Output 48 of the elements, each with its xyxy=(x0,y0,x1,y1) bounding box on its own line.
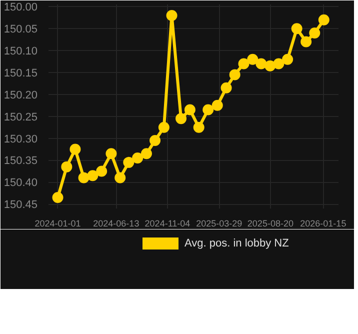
y-tick-label: 150.40 xyxy=(4,177,38,190)
point xyxy=(212,100,223,111)
point xyxy=(166,10,178,21)
y-tick-label: 150.45 xyxy=(4,199,38,212)
point xyxy=(256,58,267,70)
y-tick-label: 150.05 xyxy=(4,24,38,36)
x-tick-label: 2025-08-20 xyxy=(247,218,294,228)
y-tick-label: 150.35 xyxy=(4,155,38,168)
point xyxy=(70,144,81,155)
x-tick-label: 2026-01-15 xyxy=(300,218,346,228)
point xyxy=(264,60,276,72)
point xyxy=(114,172,126,184)
y-tick-label: 150.10 xyxy=(4,46,38,58)
point xyxy=(282,54,294,65)
legend-label: Avg. pos. in lobby NZ xyxy=(184,238,290,250)
point xyxy=(106,148,117,160)
point xyxy=(300,36,312,48)
point xyxy=(184,104,196,116)
point xyxy=(123,156,134,168)
point xyxy=(132,152,144,164)
x-tick-label: 2024-11-04 xyxy=(144,218,190,228)
y-tick-label: 150.30 xyxy=(4,133,38,146)
y-tick-label: 150.00 xyxy=(4,2,38,14)
y-tick-label: 150.20 xyxy=(4,89,38,102)
y-tick-label: 150.25 xyxy=(4,111,38,124)
point xyxy=(61,161,72,172)
point xyxy=(193,122,204,133)
point xyxy=(140,148,152,160)
point xyxy=(52,192,64,204)
point xyxy=(309,28,320,39)
point xyxy=(78,172,90,184)
point xyxy=(247,54,258,65)
point xyxy=(158,122,170,133)
x-tick-label: 2024-06-13 xyxy=(93,218,140,228)
y-tick-label: 150.15 xyxy=(4,68,38,80)
point xyxy=(176,113,187,124)
x-tick-label: 2024-01-01 xyxy=(34,218,81,228)
point xyxy=(238,58,250,70)
point xyxy=(87,170,98,182)
x-tick-label: 2025-03-29 xyxy=(196,218,242,228)
point xyxy=(273,58,284,70)
point xyxy=(202,104,214,116)
point xyxy=(150,135,161,146)
point xyxy=(318,14,330,26)
point xyxy=(220,82,232,94)
point xyxy=(229,69,240,80)
point xyxy=(96,166,108,177)
point xyxy=(291,23,302,34)
